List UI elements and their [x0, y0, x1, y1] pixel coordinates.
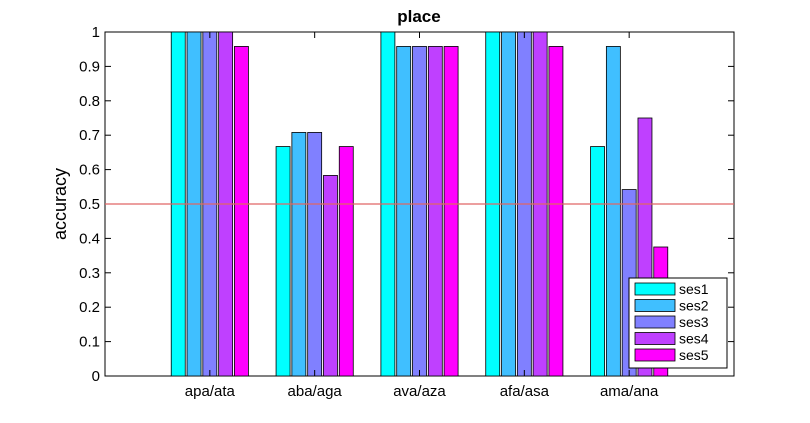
legend-label-ses3: ses3	[679, 314, 709, 330]
x-tick-label: ama/ana	[600, 383, 659, 400]
bar-ses2-ava-aza	[396, 46, 412, 377]
legend-label-ses1: ses1	[679, 281, 709, 297]
y-tick-label: 0.6	[79, 162, 100, 179]
y-tick-label: 0.9	[79, 58, 100, 75]
x-tick-label: apa/ata	[185, 383, 236, 400]
y-tick-label: 0.2	[79, 299, 100, 316]
x-tick-label: aba/aga	[288, 383, 343, 400]
y-tick-label: 1	[92, 24, 100, 41]
bar-ses5-ava-aza	[443, 46, 459, 377]
legend-swatch-ses1	[634, 282, 676, 296]
y-tick-label: 0.5	[79, 196, 100, 213]
bar-ses4-aba-aga	[323, 175, 338, 377]
bar-ses1-ama-ana	[590, 146, 605, 377]
legend-swatch-ses5	[634, 348, 676, 362]
y-axis: 0 0.1 0.2 0.3 0.4 0.5 0.6 0.7 0.8 0.9 1	[79, 24, 734, 385]
legend-label-ses5: ses5	[679, 347, 709, 363]
bar-ses5-apa-ata	[234, 46, 249, 377]
legend-swatch-ses4	[634, 332, 676, 345]
y-tick-label: 0.7	[79, 127, 100, 144]
legend-label-ses4: ses4	[679, 331, 709, 347]
bar-ses2-aba-aga	[291, 132, 307, 377]
x-tick-label: afa/asa	[500, 383, 550, 400]
y-tick-label: 0.1	[79, 334, 100, 351]
legend-swatch-ses3	[634, 315, 676, 329]
x-axis: apa/ata aba/aga ava/aza afa/asa ama/ana	[185, 32, 659, 400]
y-tick-label: 0	[92, 368, 100, 385]
y-axis-label: accuracy	[50, 168, 70, 240]
bar-ses3-ava-aza	[412, 46, 427, 377]
legend-label-ses2: ses2	[679, 298, 709, 314]
y-tick-label: 0.4	[79, 230, 100, 247]
chart-title: place	[397, 7, 440, 26]
bar-ses5-afa-asa	[548, 46, 564, 377]
bar-ses1-aba-aga	[275, 146, 291, 377]
x-tick-label: ava/aza	[393, 383, 446, 400]
bar-ses3-aba-aga	[307, 132, 323, 377]
bar-ses2-ama-ana	[605, 46, 621, 377]
y-tick-label: 0.8	[79, 93, 100, 110]
bar-ses5-aba-aga	[338, 146, 354, 377]
legend-swatch-ses2	[634, 299, 676, 312]
y-tick-label: 0.3	[79, 265, 100, 282]
bar-ses4-ava-aza	[427, 46, 443, 377]
